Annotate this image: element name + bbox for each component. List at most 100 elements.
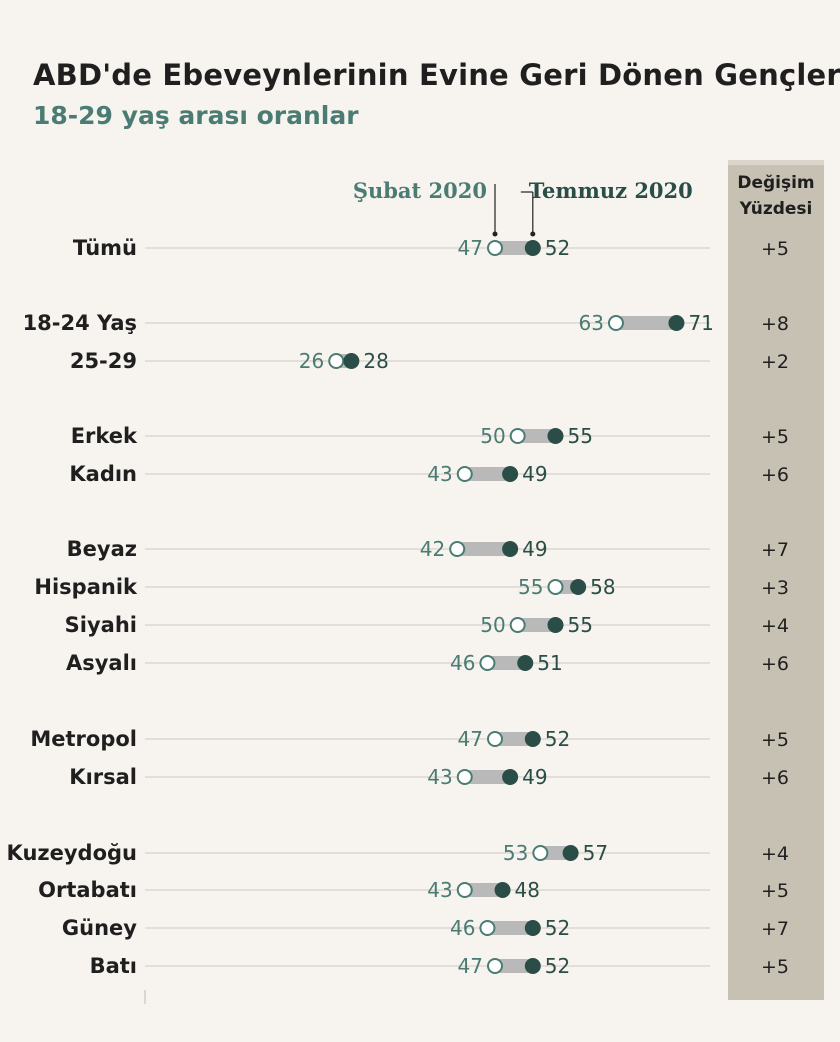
feb-value-label: 43 [427, 462, 452, 486]
jul-marker [494, 882, 511, 898]
jul-marker [562, 845, 579, 861]
jul-value-label: 71 [688, 311, 713, 335]
feb-value-label: 42 [420, 537, 445, 561]
change-value: +7 [761, 918, 789, 940]
dumbbell-connector [464, 770, 511, 784]
legend-jul-leader-dot [530, 231, 536, 237]
jul-value-label: 58 [590, 575, 615, 599]
category-label: Güney [62, 916, 137, 940]
jul-value-label: 55 [567, 424, 592, 448]
feb-marker [547, 579, 564, 595]
category-label: Metropol [30, 727, 137, 751]
chart-subtitle: 18-29 yaş arası oranlar [33, 101, 359, 130]
feb-marker [479, 920, 496, 936]
feb-marker [456, 769, 473, 785]
change-value: +6 [761, 464, 789, 486]
change-value: +5 [761, 238, 789, 260]
feb-marker [532, 845, 549, 861]
category-label: Kırsal [69, 765, 137, 789]
jul-value-label: 49 [522, 537, 547, 561]
legend-feb-label: Şubat 2020 [353, 178, 487, 203]
dumbbell-connector [487, 656, 526, 670]
jul-marker [502, 466, 519, 482]
category-label: Ortabatı [38, 878, 137, 902]
dumbbell-connector [517, 618, 556, 632]
change-value: +7 [761, 539, 789, 561]
jul-marker [524, 240, 541, 256]
feb-marker [487, 958, 503, 974]
jul-marker [668, 315, 685, 331]
change-column-background [728, 165, 824, 1000]
feb-marker [509, 617, 526, 633]
feb-marker [487, 731, 503, 747]
dumbbell-connector [540, 846, 571, 860]
jul-value-label: 48 [515, 878, 540, 902]
jul-value-label: 55 [567, 613, 592, 637]
feb-value-label: 63 [579, 311, 604, 335]
feb-value-label: 50 [480, 424, 505, 448]
category-label: Hispanik [34, 575, 138, 599]
category-label: Batı [90, 954, 137, 978]
jul-marker [343, 353, 360, 369]
dumbbell-connector [487, 921, 533, 935]
jul-marker [547, 428, 564, 444]
change-value: +5 [761, 880, 789, 902]
feb-marker [607, 315, 624, 331]
dumbbell-connector [464, 883, 503, 897]
dumbbell-connector [495, 732, 533, 746]
change-value: +5 [761, 956, 789, 978]
jul-value-label: 49 [522, 462, 547, 486]
feb-value-label: 47 [458, 236, 483, 260]
jul-marker [524, 958, 541, 974]
feb-marker [487, 240, 503, 256]
feb-value-label: 43 [427, 765, 452, 789]
jul-value-label: 52 [545, 727, 570, 751]
legend-jul-label: Temmuz 2020 [529, 178, 693, 203]
jul-value-label: 52 [545, 916, 570, 940]
jul-value-label: 52 [545, 954, 570, 978]
change-value: +5 [761, 729, 789, 751]
jul-marker [502, 541, 519, 557]
category-label: 25-29 [70, 349, 137, 373]
dumbbell-connector [495, 959, 533, 973]
dumbbell-connector [517, 429, 556, 443]
dumbbell-connector [495, 241, 533, 255]
feb-value-label: 26 [299, 349, 324, 373]
change-value: +6 [761, 653, 789, 675]
jul-marker [524, 731, 541, 747]
change-header-line2: Yüzdesi [739, 199, 813, 219]
jul-marker [524, 920, 541, 936]
change-value: +2 [761, 351, 789, 373]
jul-value-label: 57 [583, 841, 608, 865]
change-value: +4 [761, 615, 789, 637]
feb-value-label: 46 [450, 651, 475, 675]
feb-marker [328, 353, 345, 369]
change-value: +6 [761, 767, 789, 789]
dumbbell-connector [464, 467, 511, 481]
category-label: 18-24 Yaş [23, 311, 137, 335]
change-header-line1: Değişim [737, 173, 814, 193]
feb-marker [449, 541, 466, 557]
change-value: +4 [761, 843, 789, 865]
category-label: Asyalı [66, 651, 137, 675]
jul-marker [517, 655, 534, 671]
jul-value-label: 49 [522, 765, 547, 789]
change-column-torn-edge [728, 160, 824, 168]
legend-feb-leader-dot [492, 231, 498, 237]
feb-value-label: 47 [458, 954, 483, 978]
feb-marker [509, 428, 526, 444]
change-value: +8 [761, 313, 789, 335]
feb-value-label: 53 [503, 841, 528, 865]
dumbbell-connector [457, 542, 511, 556]
feb-marker [456, 882, 473, 898]
feb-value-label: 50 [480, 613, 505, 637]
change-value: +5 [761, 426, 789, 448]
change-value: +3 [761, 577, 789, 599]
jul-marker [502, 769, 519, 785]
feb-value-label: 46 [450, 916, 475, 940]
chart-title: ABD'de Ebeveynlerinin Evine Geri Dönen G… [33, 58, 840, 92]
category-label: Kadın [69, 462, 137, 486]
feb-value-label: 55 [518, 575, 543, 599]
category-label: Tümü [73, 236, 137, 260]
feb-value-label: 43 [427, 878, 452, 902]
